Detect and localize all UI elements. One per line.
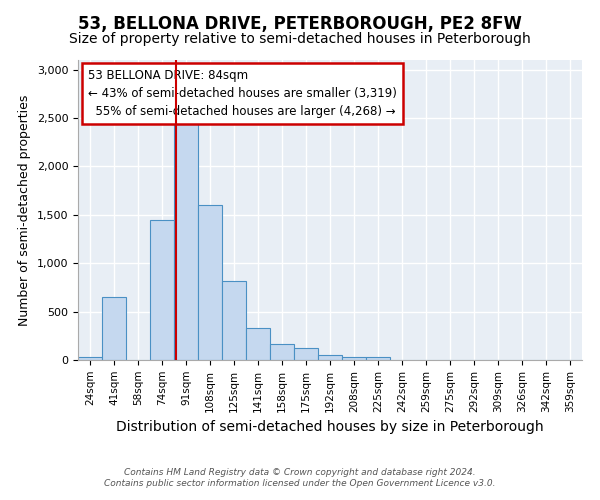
Text: Contains HM Land Registry data © Crown copyright and database right 2024.
Contai: Contains HM Land Registry data © Crown c… — [104, 468, 496, 487]
Bar — [318, 355, 342, 360]
Text: 53, BELLONA DRIVE, PETERBOROUGH, PE2 8FW: 53, BELLONA DRIVE, PETERBOROUGH, PE2 8FW — [78, 15, 522, 33]
Bar — [270, 344, 294, 360]
Text: Size of property relative to semi-detached houses in Peterborough: Size of property relative to semi-detach… — [69, 32, 531, 46]
Bar — [366, 357, 390, 360]
Bar — [174, 118, 198, 360]
Bar — [246, 328, 270, 360]
Text: 53 BELLONA DRIVE: 84sqm
← 43% of semi-detached houses are smaller (3,319)
  55% : 53 BELLONA DRIVE: 84sqm ← 43% of semi-de… — [88, 69, 397, 118]
Bar — [102, 297, 126, 360]
Y-axis label: Number of semi-detached properties: Number of semi-detached properties — [18, 94, 31, 326]
Bar — [150, 220, 174, 360]
Bar — [222, 280, 246, 360]
Bar — [198, 205, 222, 360]
X-axis label: Distribution of semi-detached houses by size in Peterborough: Distribution of semi-detached houses by … — [116, 420, 544, 434]
Bar — [294, 348, 318, 360]
Bar — [78, 357, 102, 360]
Bar — [342, 357, 366, 360]
